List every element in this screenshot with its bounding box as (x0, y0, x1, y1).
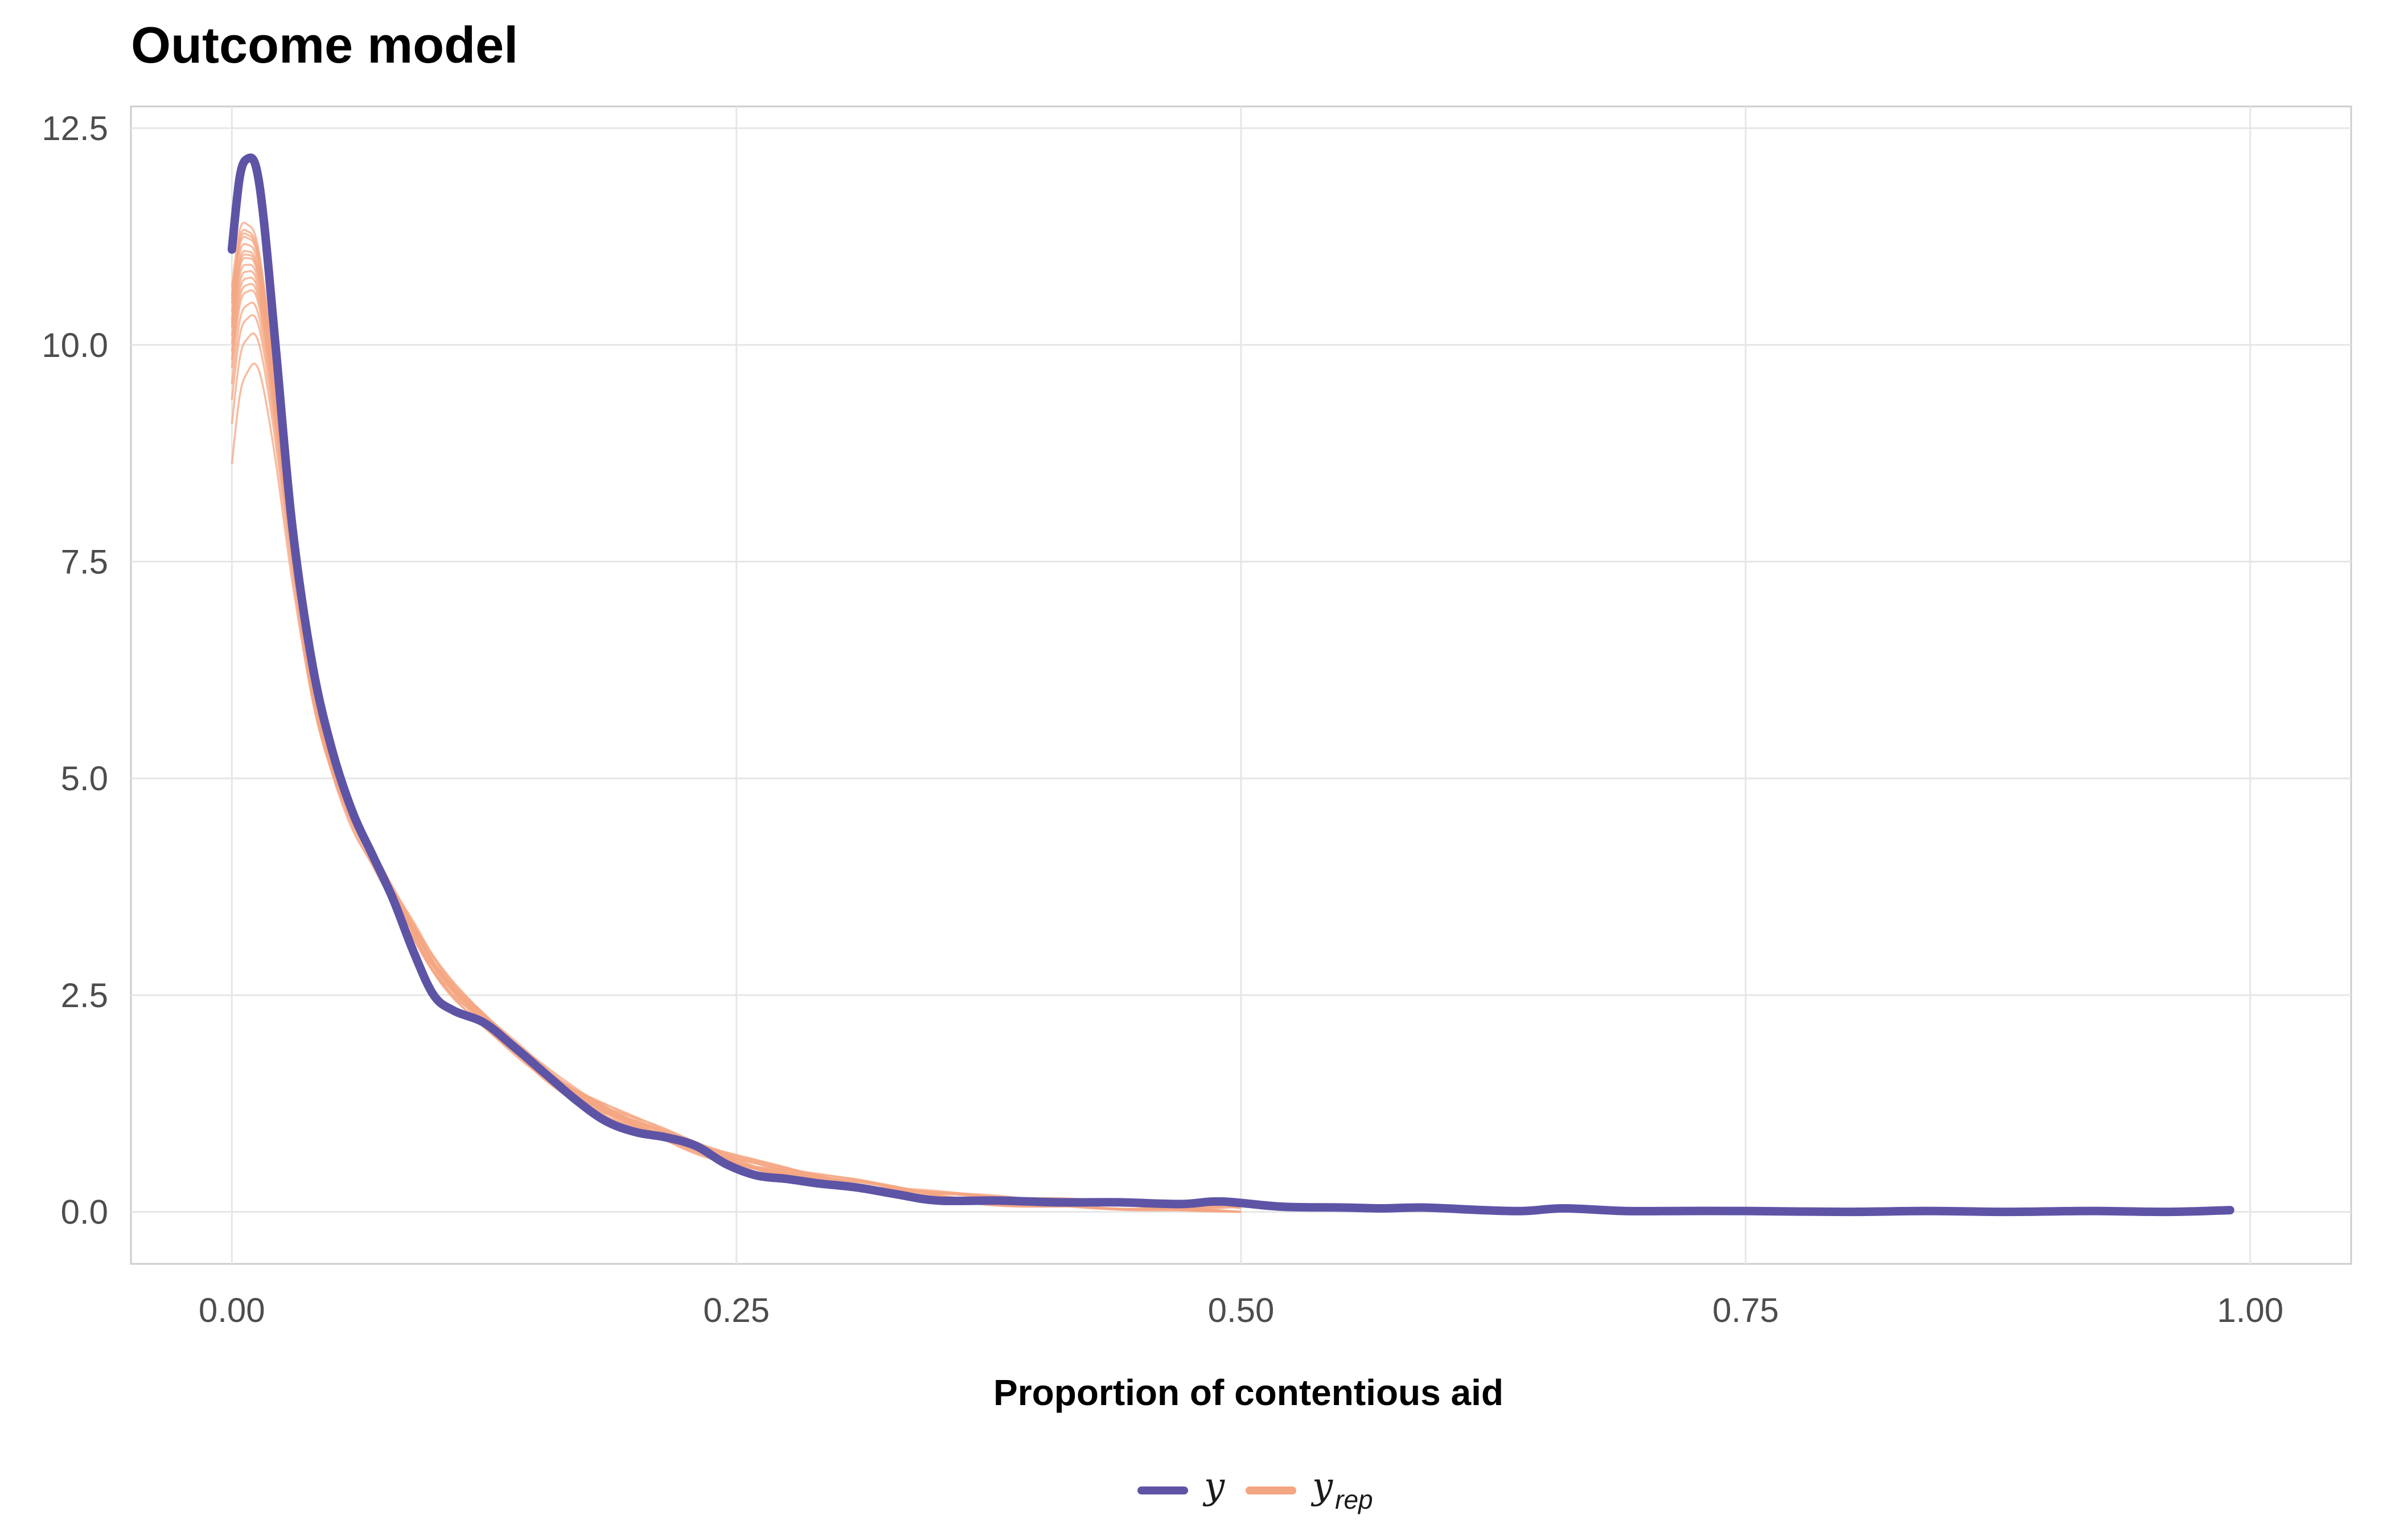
chart-title: Outcome model (131, 17, 518, 74)
y-tick-label-3: 7.5 (61, 543, 108, 581)
y-tick-label-1: 2.5 (61, 976, 108, 1015)
y-tick-label-4: 10.0 (42, 326, 108, 364)
observed-line (227, 153, 2234, 1217)
legend: y yrep (1137, 1465, 1373, 1514)
observed-density-line (227, 153, 2234, 1217)
x-tick-label-2: 0.50 (1208, 1291, 1275, 1329)
x-axis-ticks: 0.00 0.25 0.50 0.75 1.00 (199, 1291, 2283, 1329)
x-tick-label-0: 0.00 (199, 1291, 265, 1329)
x-tick-label-1: 0.25 (703, 1291, 770, 1329)
legend-label-y: y (1202, 1465, 1225, 1508)
y-tick-label-0: 0.0 (61, 1193, 108, 1231)
x-axis-label: Proportion of contentious aid (993, 1372, 1503, 1413)
x-tick-label-4: 1.00 (2217, 1291, 2283, 1329)
x-tick-label-3: 0.75 (1712, 1291, 1779, 1329)
legend-label-yrep: yrep (1310, 1465, 1373, 1514)
y-tick-label-2: 5.0 (61, 759, 108, 798)
y-tick-label-5: 12.5 (42, 109, 108, 147)
y-axis-ticks: 0.0 2.5 5.0 7.5 10.0 12.5 (42, 109, 108, 1231)
